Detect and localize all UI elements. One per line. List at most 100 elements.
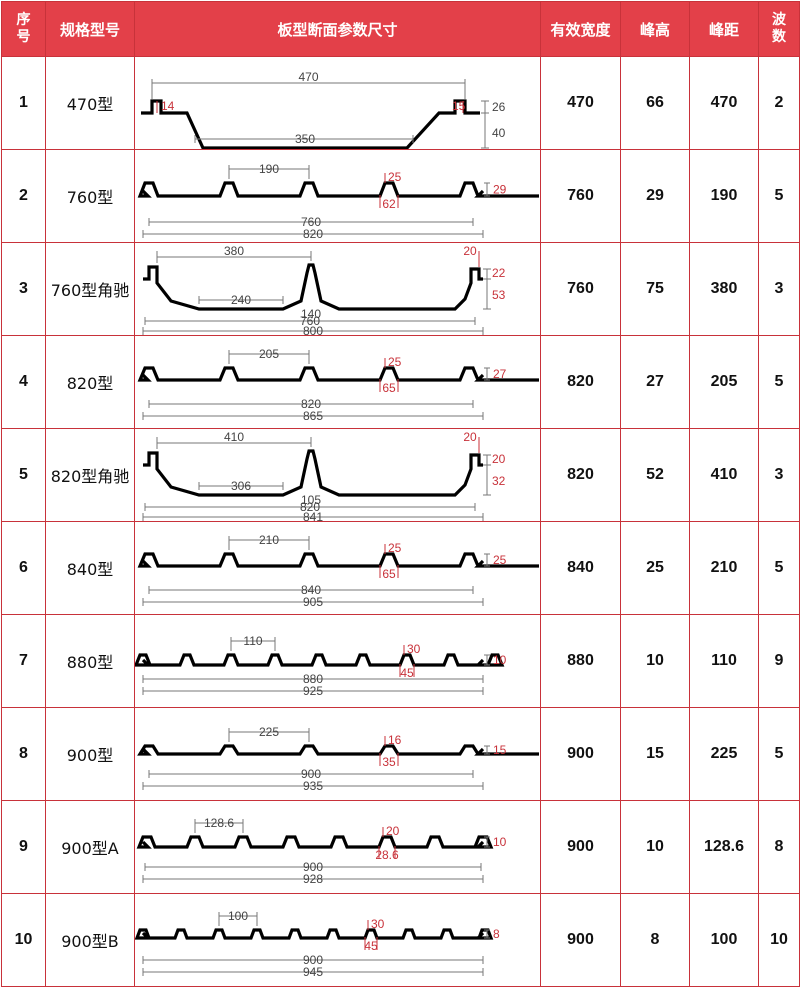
model-name: 760型角驰 xyxy=(45,242,135,336)
dim-height: 8 xyxy=(493,927,500,941)
section-diagram: 205 25 65 27 820 865 xyxy=(134,335,541,429)
row-number: 8 xyxy=(1,707,46,801)
row-number: 6 xyxy=(1,521,46,615)
section-diagram: 128.6 20 28.6 10 900 928 xyxy=(134,800,541,894)
wave-count: 5 xyxy=(758,335,800,429)
dim-rib-top: 16 xyxy=(388,733,402,747)
header-width: 有效宽度 xyxy=(540,1,621,57)
dim-rib-bottom: 28.6 xyxy=(375,848,399,862)
peak-pitch: 190 xyxy=(689,149,759,243)
dim-rib-bottom: 65 xyxy=(382,567,396,581)
wave-count: 5 xyxy=(758,149,800,243)
dim-effective-width: 900 xyxy=(301,767,321,781)
wave-count: 8 xyxy=(758,800,800,894)
effective-width: 470 xyxy=(540,56,621,150)
dim-pitch: 225 xyxy=(259,725,279,739)
dim-height: 10 xyxy=(493,835,507,849)
model-name: 880型 xyxy=(45,614,135,708)
effective-width: 900 xyxy=(540,707,621,801)
wave-count: 3 xyxy=(758,428,800,522)
table-row: 9 900型A 128.6 20 28.6 10 900 928 900 10 128.6 8 xyxy=(1,800,800,894)
effective-width: 760 xyxy=(540,149,621,243)
section-diagram: 100 30 45 8 900 945 xyxy=(134,893,541,987)
wave-count: 5 xyxy=(758,521,800,615)
peak-height: 75 xyxy=(620,242,690,336)
dim-rib-bottom: 62 xyxy=(382,197,396,211)
dim-height: 10 xyxy=(493,653,507,667)
dim-seam-h1: 20 xyxy=(492,452,506,466)
table-row: 10 900型B 100 30 45 8 900 945 900 8 100 10 xyxy=(1,893,800,987)
header-pitch: 峰距 xyxy=(689,1,759,57)
dim-pitch: 100 xyxy=(228,909,248,923)
row-number: 5 xyxy=(1,428,46,522)
model-name: 840型 xyxy=(45,521,135,615)
wave-count: 3 xyxy=(758,242,800,336)
table-row: 6 840型 210 25 65 25 840 905 840 25 210 5 xyxy=(1,521,800,615)
dim-rib-top: 25 xyxy=(388,355,402,369)
dim-rib-bottom: 45 xyxy=(364,939,378,953)
model-name: 900型 xyxy=(45,707,135,801)
dim-effective-width: 760 xyxy=(301,215,321,229)
table-row: 5 820型角驰 410 20 20 32 306 105 820 841 820 52 410 3 xyxy=(1,428,800,522)
wave-count: 2 xyxy=(758,56,800,150)
peak-height: 27 xyxy=(620,335,690,429)
section-diagram: 210 25 65 25 840 905 xyxy=(134,521,541,615)
wave-count: 9 xyxy=(758,614,800,708)
peak-height: 25 xyxy=(620,521,690,615)
dim-effective-width: 900 xyxy=(303,860,323,874)
dim-total-width: 841 xyxy=(303,510,323,521)
row-number: 1 xyxy=(1,56,46,150)
model-name: 900型B xyxy=(45,893,135,987)
dim-effective-width: 820 xyxy=(300,500,320,514)
dim-pitch: 110 xyxy=(243,634,262,648)
header-row: 序号 规格型号 板型断面参数尺寸 有效宽度 峰高 峰距 波数 xyxy=(1,1,800,57)
header-height: 峰高 xyxy=(620,1,690,57)
dim-effective-width: 760 xyxy=(300,314,320,328)
dim-rib-bottom: 45 xyxy=(400,666,414,680)
peak-pitch: 100 xyxy=(689,893,759,987)
dim-rib-top: 30 xyxy=(407,642,421,656)
peak-pitch: 410 xyxy=(689,428,759,522)
dim-rib-top: 25 xyxy=(388,170,402,184)
dim-rib-top: 30 xyxy=(371,917,385,931)
header-waves: 波数 xyxy=(758,1,800,57)
peak-pitch: 380 xyxy=(689,242,759,336)
dim-seam-top: 20 xyxy=(463,244,477,258)
dim-total-width: 820 xyxy=(303,227,323,241)
model-name: 820型 xyxy=(45,335,135,429)
section-diagram: 190 25 62 29 760 820 xyxy=(134,149,541,243)
peak-pitch: 128.6 xyxy=(689,800,759,894)
dim-height: 15 xyxy=(493,743,507,757)
peak-pitch: 470 xyxy=(689,56,759,150)
dim-height: 29 xyxy=(493,183,507,197)
dim-seam-flat: 306 xyxy=(231,479,251,493)
header-model: 规格型号 xyxy=(45,1,135,57)
dim-total-width: 945 xyxy=(303,965,323,979)
row-number: 9 xyxy=(1,800,46,894)
peak-pitch: 205 xyxy=(689,335,759,429)
dim-pitch: 190 xyxy=(259,162,279,176)
dim-height: 25 xyxy=(493,553,507,567)
dim-seam-pitch: 380 xyxy=(224,244,244,258)
dim-pitch: 205 xyxy=(259,347,279,361)
dim-total-width: 800 xyxy=(303,324,323,335)
effective-width: 880 xyxy=(540,614,621,708)
dim-seam-top: 20 xyxy=(463,430,477,444)
dim-effective-width: 880 xyxy=(303,672,323,686)
dim-effective-width: 820 xyxy=(301,397,321,411)
profile-drawing: 470 350 14 15 26 40 xyxy=(141,70,506,149)
model-name: 900型A xyxy=(45,800,135,894)
model-name: 760型 xyxy=(45,149,135,243)
peak-pitch: 210 xyxy=(689,521,759,615)
table-row: 7 880型 110 30 45 10 880 925 880 10 110 9 xyxy=(1,614,800,708)
effective-width: 820 xyxy=(540,428,621,522)
